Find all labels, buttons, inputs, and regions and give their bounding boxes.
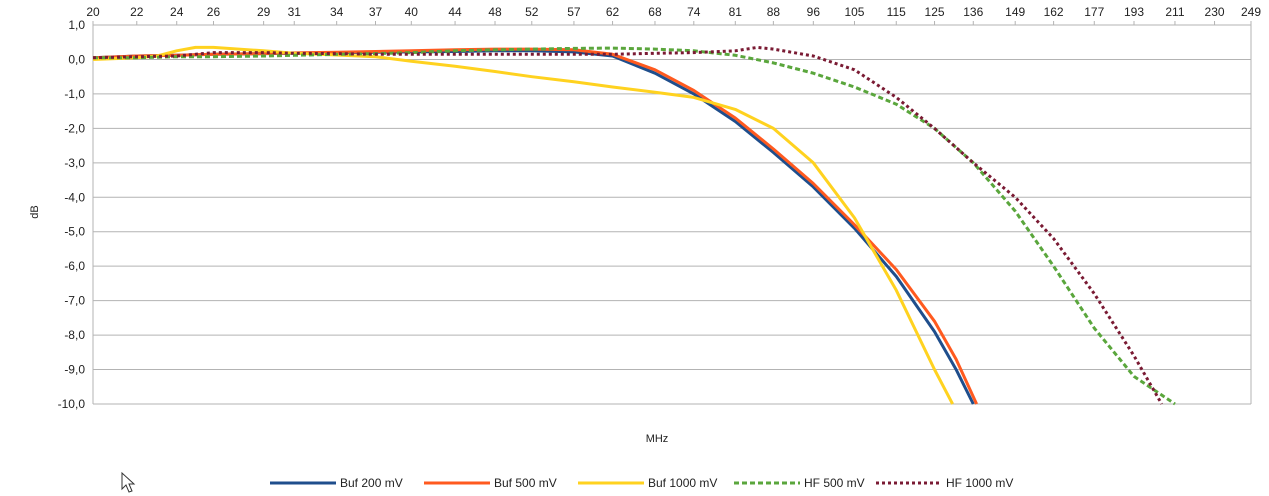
x-tick-label: 37 [369,5,383,19]
series-line-buf-500-mv [92,47,978,405]
x-tick-label: 20 [86,5,100,19]
grid-lines [93,24,1251,405]
x-tick-label: 24 [170,5,184,19]
series-lines [92,45,1176,406]
x-tick-label: 29 [257,5,271,19]
x-tick-label: 81 [729,5,743,19]
y-tick-label: -8,0 [64,328,85,342]
x-tick-label: 44 [448,5,462,19]
y-tick-label: -2,0 [64,121,85,135]
x-tick-label: 193 [1124,5,1144,19]
x-tick-label: 48 [488,5,502,19]
legend-label: Buf 200 mV [340,476,403,490]
x-tick-label: 52 [525,5,539,19]
x-tick-label: 74 [687,5,701,19]
y-tick-labels: 1,0 0,0 -1,0 -2,0 -3,0 -4,0 -5,0 -6,0 -7,0 -8,0 -9… [58,18,86,411]
x-tick-label: 62 [606,5,620,19]
x-tick-label: 177 [1084,5,1104,19]
x-tick-label: 211 [1165,5,1184,19]
y-tick-label: -4,0 [64,190,85,204]
x-tick-label: 149 [1005,5,1025,19]
x-tick-label: 105 [844,5,864,19]
y-tick-label: -9,0 [64,363,85,377]
series-line-hf-1000-mv [92,45,1164,405]
x-tick-label: 162 [1044,5,1064,19]
y-tick-label: 0,0 [68,52,85,66]
series-line-buf-1000-mv [92,45,954,405]
x-tick-label: 230 [1205,5,1225,19]
y-tick-label: -7,0 [64,294,85,308]
legend-label: HF 500 mV [804,476,865,490]
x-tick-label: 249 [1241,5,1261,19]
y-tick-label: -10,0 [58,397,86,411]
x-tick-label: 96 [807,5,821,19]
x-axis-title: MHz [646,433,669,445]
x-tick-labels: 20 22 24 26 29 31 34 37 40 44 48 52 57 62 68 74 81 88 96 10… [86,5,1261,19]
x-tick-label: 31 [288,5,302,19]
x-tick-label: 115 [887,5,906,19]
y-axis-title: dB [29,205,41,218]
x-tick-label: 125 [925,5,945,19]
series-line-hf-500-mv [93,46,1176,406]
x-tick-label: 22 [130,5,144,19]
x-tick-label: 57 [567,5,581,19]
legend-label: HF 1000 mV [946,476,1013,490]
x-tick-label: 40 [405,5,419,19]
y-tick-label: -3,0 [64,156,85,170]
legend: Buf 200 mV Buf 500 mV Buf 1000 mV HF 500 mV… [270,476,1013,490]
series-line-buf-200-mv [92,49,975,405]
x-tick-label: 26 [207,5,221,19]
y-tick-label: -1,0 [64,87,85,101]
legend-label: Buf 1000 mV [648,476,717,490]
x-tick-label: 88 [767,5,781,19]
x-tick-label: 34 [330,5,344,19]
y-tick-label: -6,0 [64,259,85,273]
y-tick-label: -5,0 [64,225,85,239]
mouse-cursor-icon [121,471,136,493]
x-tick-label: 136 [963,5,983,19]
y-tick-label: 1,0 [68,18,85,32]
axes [92,21,1252,404]
legend-label: Buf 500 mV [494,476,557,490]
x-tick-label: 68 [648,5,662,19]
